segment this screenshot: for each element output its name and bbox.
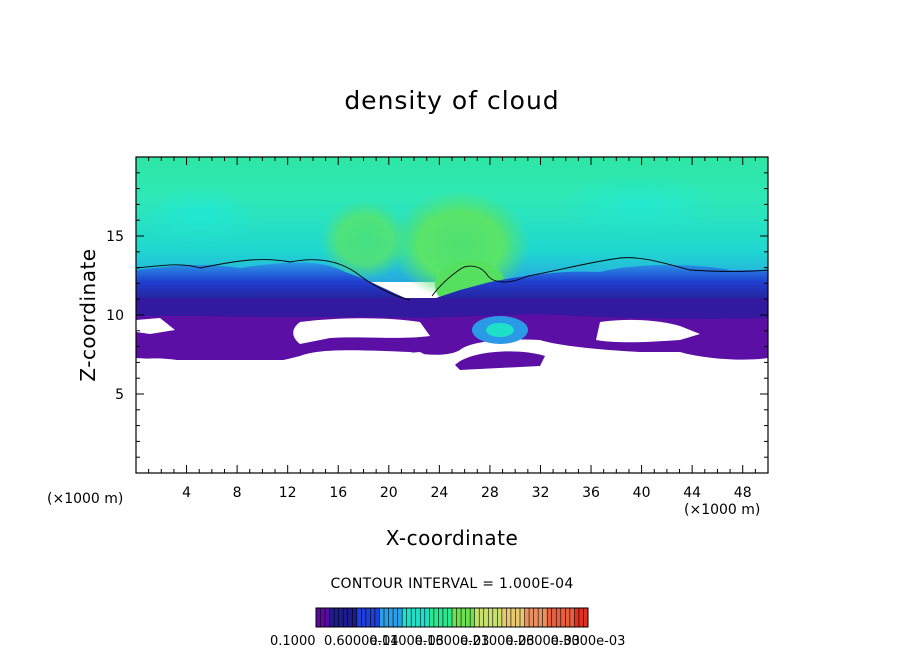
colorbar-label: 0.3000e-03 xyxy=(551,634,626,649)
colorbar-cell xyxy=(542,608,548,627)
colorbar-cell xyxy=(506,608,512,627)
x-tick-label: 48 xyxy=(734,485,752,501)
x-tick-label: 44 xyxy=(683,485,701,501)
x-tick-label: 4 xyxy=(182,485,191,501)
colorbar-cell xyxy=(492,608,498,627)
colorbar-cell xyxy=(510,608,516,627)
colorbar-cell xyxy=(474,608,480,627)
x-unit-label: (×1000 m) xyxy=(684,502,761,518)
x-tick-label: 24 xyxy=(430,485,448,501)
colorbar-cell xyxy=(520,608,525,627)
colorbar-cell xyxy=(361,608,367,627)
colorbar-cell xyxy=(501,608,507,627)
colorbar-cell xyxy=(538,608,543,627)
colorbar-cell xyxy=(461,608,466,627)
colorbar-cell xyxy=(433,608,439,627)
colorbar-cell xyxy=(497,608,503,627)
colorbar-cell xyxy=(470,608,475,627)
y-tick-label: 15 xyxy=(106,229,124,245)
colorbar-cell xyxy=(356,608,362,627)
colorbar-cell xyxy=(569,608,575,627)
colorbar-cell xyxy=(388,608,394,627)
colorbar-cell xyxy=(524,608,530,627)
colorbar-cell xyxy=(370,608,376,627)
colorbar-label: 0.1600e-03 xyxy=(415,634,490,649)
colorbar-cell xyxy=(583,608,589,627)
colorbar-cell xyxy=(325,608,330,627)
colorbar-cell xyxy=(529,608,534,627)
x-tick-label: 20 xyxy=(380,485,398,501)
y-tick-label: 10 xyxy=(106,308,124,324)
colorbar-cell xyxy=(411,608,417,627)
colorbar-cell xyxy=(397,608,403,627)
z-unit-label: (×1000 m) xyxy=(47,491,124,507)
y-ticks: 5 10 15 xyxy=(106,172,768,458)
colorbar-cell xyxy=(452,608,457,627)
colorbar: 0.1000 0.6000e-040.1100e-030.1600e-030.21… xyxy=(270,607,626,649)
colorbar-cell xyxy=(515,608,521,627)
colorbar-cell xyxy=(456,608,462,627)
colorbar-cell xyxy=(320,608,326,627)
colorbar-cell xyxy=(547,608,553,627)
colorbar-cell xyxy=(338,608,344,627)
colorbar-cell xyxy=(343,608,349,627)
cloud-density-field xyxy=(136,157,768,473)
colorbar-frame xyxy=(315,607,589,628)
colorbar-label: 0.2600e-03 xyxy=(505,634,580,649)
colorbar-cell xyxy=(402,608,407,627)
colorbar-cell xyxy=(447,608,453,627)
colorbar-cell xyxy=(560,608,566,627)
colorbar-cell xyxy=(352,608,358,627)
colorbar-cell xyxy=(488,608,494,627)
colorbar-cell xyxy=(406,608,412,627)
colorbar-cell xyxy=(424,608,430,627)
colorbar-cell xyxy=(420,608,426,627)
colorbar-cell xyxy=(365,608,371,627)
colorbar-cell xyxy=(393,608,398,627)
colorbar-label: 0.2100e-03 xyxy=(460,634,535,649)
x-axis-label: X-coordinate xyxy=(385,526,519,550)
x-tick-label: 32 xyxy=(532,485,550,501)
colorbar-cell xyxy=(429,608,435,627)
colorbar-label: 0.1100e-03 xyxy=(369,634,444,649)
colorbar-cell xyxy=(374,608,380,627)
contour-interval-text: CONTOUR INTERVAL = 1.000E-04 xyxy=(330,576,574,592)
colorbar-cell xyxy=(334,608,339,627)
x-tick-label: 16 xyxy=(329,485,347,501)
colorbar-cell xyxy=(465,608,471,627)
colorbar-cell xyxy=(574,608,580,627)
colorbar-cell xyxy=(556,608,562,627)
x-tick-label: 28 xyxy=(481,485,499,501)
x-tick-label: 40 xyxy=(633,485,651,501)
colorbar-cell xyxy=(415,608,421,627)
colorbar-label: 0.1000 xyxy=(270,634,316,649)
colorbar-cell xyxy=(347,608,353,627)
colorbar-cell xyxy=(479,608,485,627)
colorbar-cell xyxy=(565,608,571,627)
colorbar-cell xyxy=(438,608,444,627)
colorbar-cell xyxy=(442,608,448,627)
cloud-top-contour xyxy=(136,257,768,301)
colorbar-cell xyxy=(329,608,335,627)
chart-title: density of cloud xyxy=(344,86,560,115)
colorbar-cell xyxy=(316,608,321,627)
x-tick-label: 12 xyxy=(279,485,297,501)
y-tick-label: 5 xyxy=(115,387,124,403)
colorbar-cell xyxy=(578,608,584,627)
colorbar-cell xyxy=(533,608,539,627)
colorbar-cell xyxy=(379,608,385,627)
colorbar-label: 0.6000e-04 xyxy=(324,634,399,649)
x-ticks: 4 8 12 16 20 24 28 32 36 40 44 48 xyxy=(148,157,756,501)
colorbar-cell xyxy=(551,608,557,627)
x-tick-label: 36 xyxy=(582,485,600,501)
x-tick-label: 8 xyxy=(233,485,242,501)
colorbar-cell xyxy=(384,608,389,627)
colorbar-cell xyxy=(483,608,489,627)
